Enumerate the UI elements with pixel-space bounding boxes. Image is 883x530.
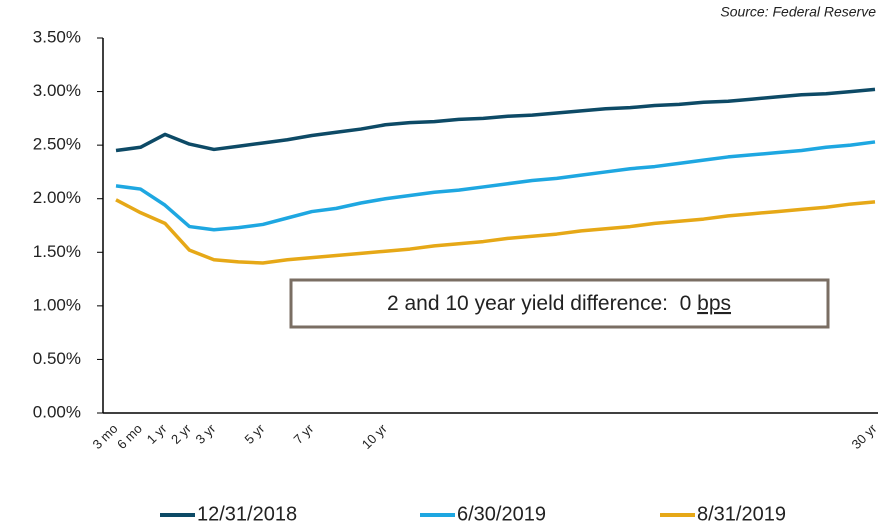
series-line xyxy=(115,198,876,265)
annotation-part: bps xyxy=(697,292,731,315)
annotation-box xyxy=(289,278,830,329)
series-line xyxy=(115,87,876,153)
annotation: 2 and 10 year yield difference: 0 bps xyxy=(387,292,731,315)
y-tick-label: 3.50% xyxy=(33,27,81,46)
y-tick-label: 2.00% xyxy=(33,188,81,207)
annotation-part: 2 and 10 year yield difference: xyxy=(387,292,668,315)
legend-label: 8/31/2019 xyxy=(697,503,786,525)
x-tick-label: 5 yr xyxy=(242,420,268,446)
legend-label: 12/31/2018 xyxy=(197,503,297,525)
x-tick-label: 7 yr xyxy=(290,420,316,446)
series-line xyxy=(115,140,876,232)
x-tick-label: 3 mo xyxy=(90,421,121,452)
annotation-part: 0 xyxy=(680,292,692,315)
y-tick-label: 0.50% xyxy=(33,349,81,368)
y-tick-label: 2.50% xyxy=(33,135,81,154)
x-tick-label: 2 yr xyxy=(168,420,194,446)
y-tick-label: 1.00% xyxy=(33,295,81,314)
source: Source: Federal Reserve xyxy=(720,4,876,20)
y-tick-label: 0.00% xyxy=(33,402,81,421)
y-tick-label: 1.50% xyxy=(33,242,81,261)
y-tick-label: 3.00% xyxy=(33,81,81,100)
legend-label: 6/30/2019 xyxy=(457,503,546,525)
x-tick-label: 10 yr xyxy=(359,420,391,452)
x-tick-label: 30 yr xyxy=(849,420,881,452)
x-tick-label: 1 yr xyxy=(144,420,170,446)
x-tick-label: 6 mo xyxy=(114,421,145,452)
x-tick-label: 3 yr xyxy=(193,420,219,446)
